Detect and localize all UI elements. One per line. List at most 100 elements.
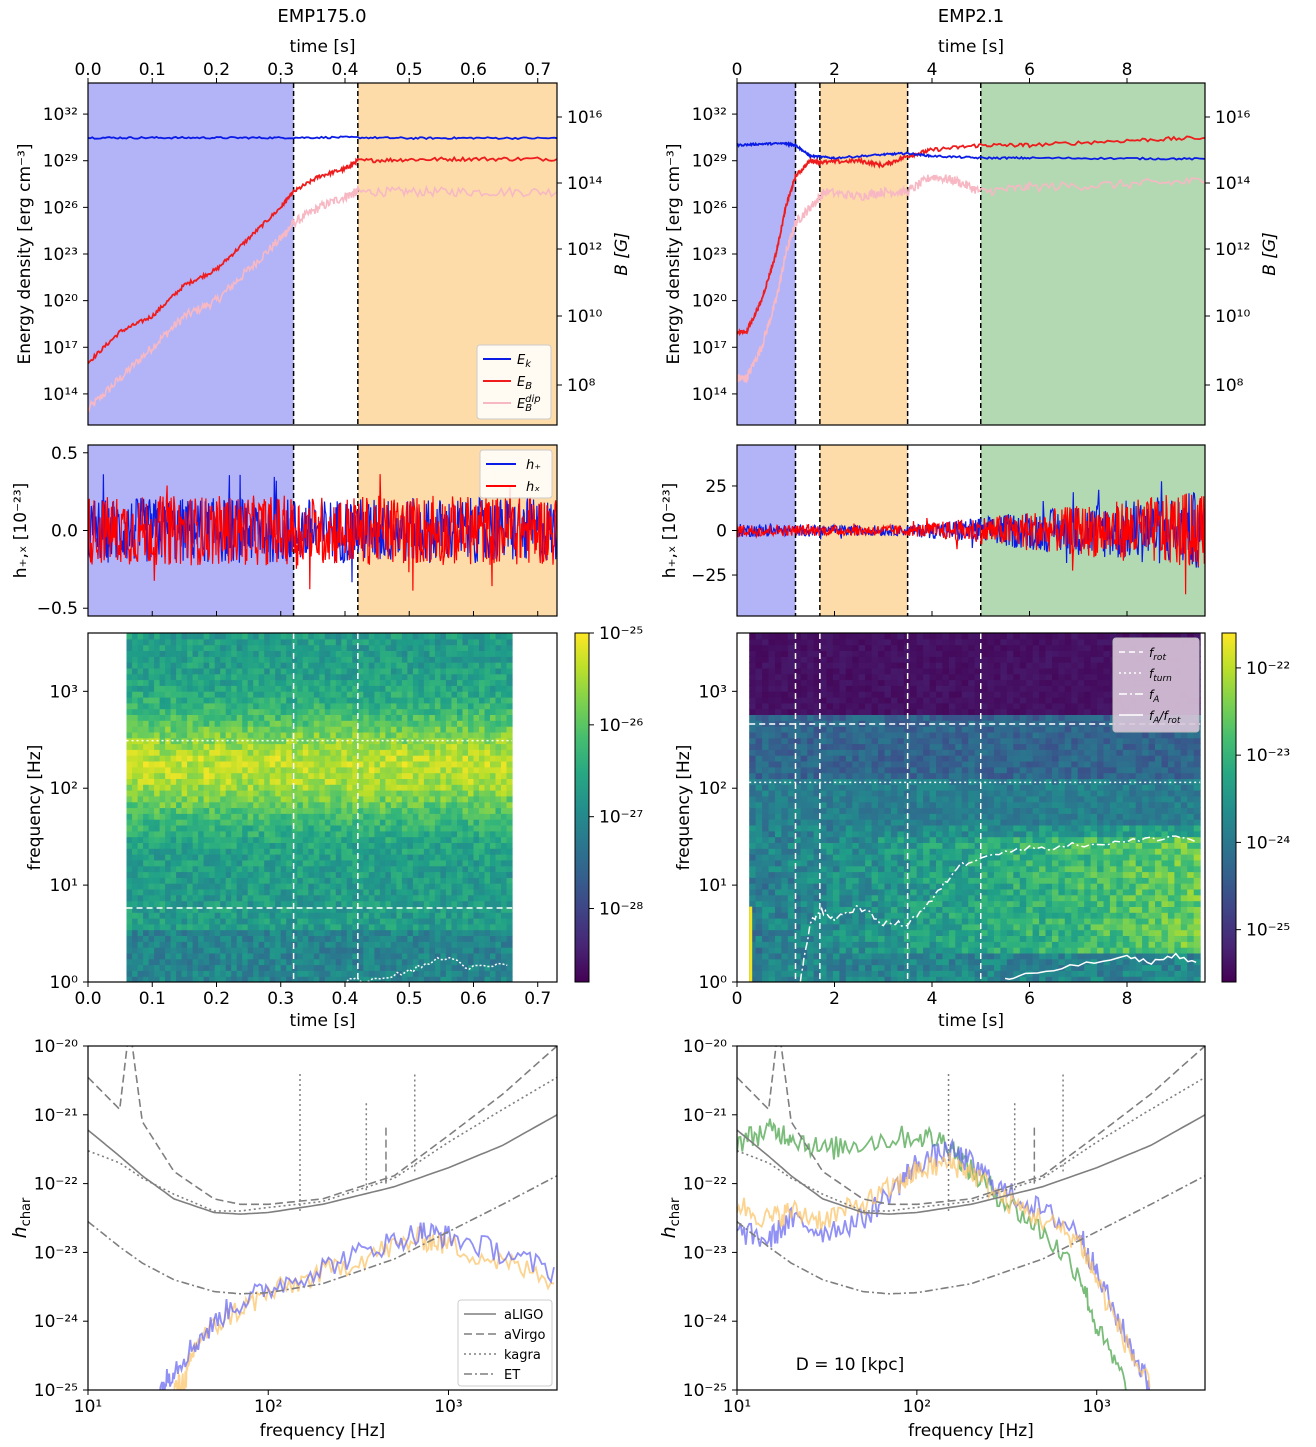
- spectrogram-cell: [132, 708, 139, 715]
- spectrogram-cell: [390, 918, 397, 925]
- spectrogram-cell: [484, 894, 491, 902]
- spectrogram-cell: [445, 888, 452, 896]
- spectrogram-cell: [423, 900, 430, 907]
- spectrogram-cell: [165, 970, 172, 977]
- spectrogram-cell: [357, 749, 364, 756]
- spectrogram-cell: [286, 638, 293, 646]
- spectrogram-cell: [418, 883, 425, 890]
- spectrogram-cell: [396, 952, 403, 960]
- spectrogram-cell: [247, 662, 254, 669]
- spectrogram-cell: [468, 685, 475, 692]
- spectrogram-cell: [220, 790, 227, 797]
- spectrogram-cell: [787, 842, 795, 849]
- spectrogram-cell: [220, 807, 227, 814]
- spectrogram-cell: [258, 900, 265, 907]
- spectrogram-cell: [787, 667, 795, 675]
- spectrogram-cell: [264, 761, 271, 768]
- spectrogram-cell: [143, 859, 150, 867]
- spectrogram-cell: [412, 755, 419, 762]
- spectrogram-cell: [363, 859, 370, 867]
- spectrogram-cell: [231, 766, 238, 774]
- spectrogram-cell: [198, 801, 205, 809]
- spectrogram-cell: [126, 976, 133, 982]
- spectrogram-cell: [385, 964, 392, 971]
- spectrogram-cell: [132, 644, 139, 651]
- spectrogram-cell: [501, 836, 508, 843]
- spectrogram-cell: [755, 906, 763, 913]
- spectrogram-cell: [462, 679, 469, 686]
- spectrogram-cell: [495, 778, 502, 785]
- spectrogram-cell: [143, 656, 150, 663]
- spectrogram-cell: [187, 755, 194, 762]
- spectrogram-cell: [291, 720, 298, 727]
- energy-tick-label: 10¹⁷: [692, 338, 727, 358]
- spectrogram-cell: [302, 638, 309, 646]
- spectrogram-cell: [253, 772, 260, 779]
- spectrogram-cell: [440, 877, 447, 884]
- spectrogram-cell: [440, 906, 447, 913]
- spectrogram-cell: [181, 761, 188, 768]
- spectrogram-cell: [159, 708, 166, 715]
- spectrogram-cell: [407, 697, 414, 704]
- spectrogram-cell: [385, 633, 392, 640]
- spectrogram-cell: [247, 702, 254, 710]
- spectrogram-cell: [379, 859, 386, 867]
- spectrogram-cell: [313, 667, 320, 675]
- spectrogram-cell: [154, 935, 161, 942]
- spectrogram-cell: [800, 691, 808, 698]
- spectrogram-cell: [440, 697, 447, 704]
- spectrogram-cell: [148, 883, 155, 890]
- spectrogram-cell: [401, 737, 408, 745]
- spectrogram-cell: [412, 970, 419, 977]
- spectrogram-cell: [275, 859, 282, 867]
- spectrogram-cell: [479, 836, 486, 843]
- spectrogram-cell: [192, 958, 199, 966]
- spectrogram-cell: [363, 633, 370, 640]
- spectrogram-cell: [479, 923, 486, 931]
- spectrogram-cell: [258, 755, 265, 762]
- spectrogram-cell: [236, 941, 243, 948]
- spectrogram-cell: [170, 807, 177, 814]
- spectrogram-cell: [363, 894, 370, 902]
- spectrogram-cell: [258, 656, 265, 663]
- spectrogram-cell: [781, 644, 789, 651]
- spectrogram-cell: [434, 923, 441, 931]
- spectrogram-cell: [187, 790, 194, 797]
- spectrogram-cell: [264, 900, 271, 907]
- spectrogram-cell: [236, 842, 243, 849]
- spectrogram-cell: [319, 912, 326, 919]
- spectrogram-cell: [762, 644, 770, 651]
- spectrogram-cell: [280, 807, 287, 814]
- spectrogram-cell: [755, 755, 763, 762]
- spectrogram-cell: [335, 871, 342, 878]
- spectrogram-cell: [242, 912, 249, 919]
- spectrogram-cell: [755, 726, 763, 733]
- spectrogram-cell: [762, 929, 770, 936]
- spectrogram-cell: [181, 708, 188, 715]
- spectrogram-cell: [457, 894, 464, 902]
- spectrogram-cell: [214, 819, 221, 826]
- spectrogram-cell: [187, 720, 194, 727]
- spectrogram-cell: [462, 883, 469, 890]
- spectrogram-cell: [501, 714, 508, 721]
- spectrogram-cell: [473, 865, 480, 873]
- spectrogram-cell: [236, 749, 243, 756]
- energy-tick-label: 10²⁹: [43, 152, 78, 172]
- spectrogram-cell: [313, 923, 320, 931]
- spectrogram-cell: [330, 836, 337, 843]
- spectrogram-cell: [346, 947, 353, 954]
- spectrogram-cell: [357, 888, 364, 896]
- spectrogram-cell: [187, 795, 194, 803]
- spectrogram-cell: [490, 918, 497, 925]
- spectrogram-cell: [308, 679, 315, 686]
- spectrogram-cell: [236, 650, 243, 657]
- spectrogram-cell: [176, 737, 183, 745]
- spectrogram-cell: [787, 813, 795, 820]
- spectrogram-cell: [390, 737, 397, 745]
- spectrogram-cell: [148, 656, 155, 663]
- spectrogram-cell: [352, 970, 359, 977]
- spectrogram-cell: [302, 970, 309, 977]
- spectrogram-cell: [468, 830, 475, 838]
- spectrogram-cell: [203, 720, 210, 727]
- spectrogram-cell: [313, 691, 320, 698]
